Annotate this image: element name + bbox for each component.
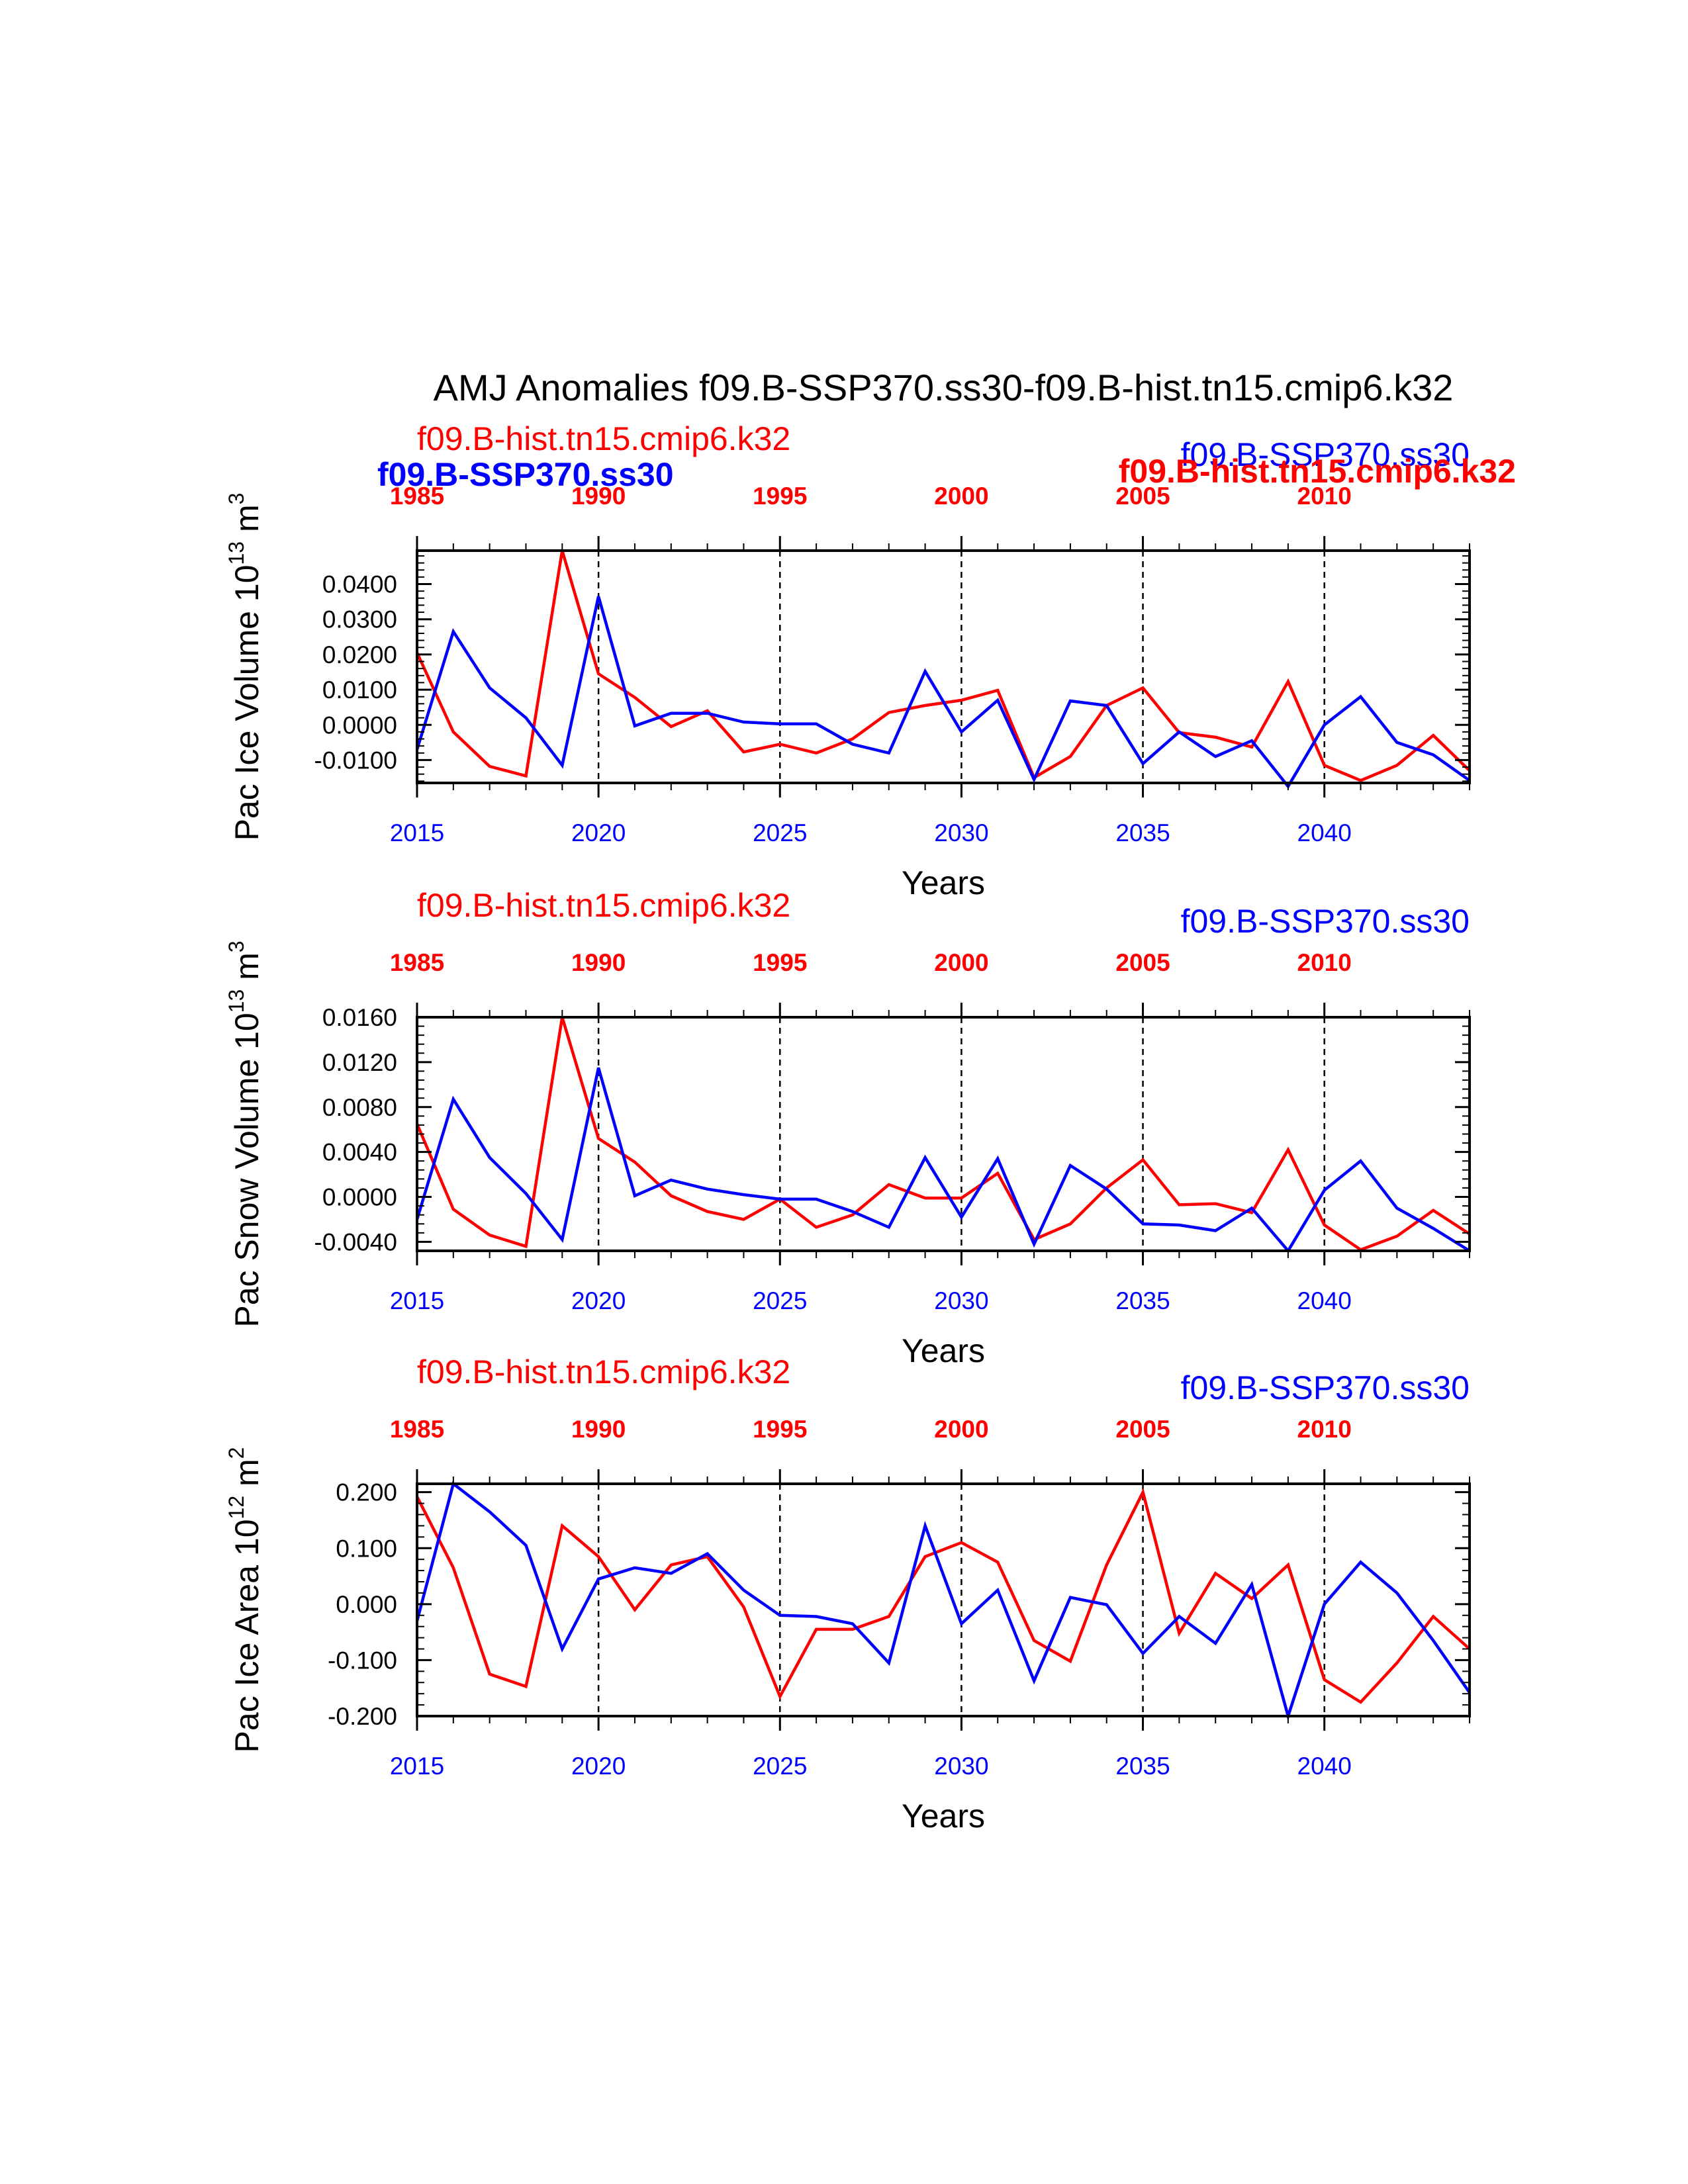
left-case-name: f09.B-hist.tn15.cmip6.k32	[417, 1353, 790, 1390]
top-x-tick-label: 2010	[1297, 949, 1352, 976]
series-line-ssp370	[415, 1481, 1471, 1721]
x-tick-label: 2030	[934, 819, 988, 846]
top-x-tick-label: 1990	[571, 482, 626, 510]
right-case-name: f09.B-SSP370.ss30	[1181, 903, 1470, 940]
y-axis-label-superscript: 12	[224, 1496, 248, 1520]
top-x-tick-label: 1985	[390, 1416, 444, 1443]
y-axis-label-part: Pac Ice Volume 10	[228, 565, 265, 841]
panel-1: -0.0100 0.0000 0.0100 0.0200 0.0300 0.0400 201…	[224, 420, 1516, 901]
series-line-hist	[415, 1017, 1471, 1251]
x-axis-label: Years	[902, 864, 985, 901]
y-tick-label: 0.0000	[322, 711, 397, 739]
top-x-tick-label: 2000	[934, 1416, 988, 1443]
y-tick-label: 0.0000	[322, 1184, 397, 1211]
y-axis-label-superscript: 2	[224, 1447, 248, 1459]
series-line-ssp370	[415, 596, 1471, 790]
top-x-tick-label: 1985	[390, 949, 444, 976]
y-axis-label-part: m	[228, 1459, 265, 1496]
x-tick-label: 2020	[571, 1287, 626, 1314]
y-axis-label-superscript: 3	[224, 493, 248, 505]
x-tick-label: 2020	[571, 1752, 626, 1780]
y-tick-label: 0.0200	[322, 641, 397, 668]
y-tick-label: 0.0300	[322, 606, 397, 633]
y-tick-label: 0.200	[336, 1479, 397, 1506]
x-tick-label: 2035	[1115, 819, 1170, 846]
y-axis-label-part: m	[228, 952, 265, 989]
overlapped-left-case-name: f09.B-SSP370.ss30	[377, 456, 674, 493]
plot-frame	[416, 549, 1471, 784]
x-tick-label: 2015	[390, 1287, 444, 1314]
y-tick-label: 0.000	[336, 1591, 397, 1618]
y-tick-label: -0.200	[328, 1703, 397, 1730]
panel-3: -0.200 -0.100 0.000 0.100 0.200 2015 2020 2025 2…	[224, 1353, 1471, 1835]
y-tick-label: 0.0100	[322, 676, 397, 704]
y-axis-label: Pac Ice Area 1012 m2	[224, 1447, 265, 1753]
x-tick-label: 2015	[390, 1752, 444, 1780]
x-tick-label: 2035	[1115, 1287, 1170, 1314]
y-axis-label-superscript: 13	[224, 989, 248, 1013]
y-tick-label: 0.0040	[322, 1139, 397, 1166]
x-tick-label: 2030	[934, 1752, 988, 1780]
y-axis-label-part: Pac Ice Area 10	[228, 1519, 265, 1752]
x-tick-label: 2015	[390, 819, 444, 846]
top-x-tick-label: 2010	[1297, 1416, 1352, 1443]
y-tick-label: 0.0160	[322, 1004, 397, 1031]
top-x-tick-label: 2005	[1115, 482, 1170, 510]
x-tick-label: 2030	[934, 1287, 988, 1314]
series-line-hist	[415, 1488, 1471, 1704]
figure-title: AMJ Anomalies f09.B-SSP370.ss30-f09.B-hi…	[434, 367, 1454, 408]
top-x-tick-label: 2000	[934, 482, 988, 510]
top-x-tick-label: 1990	[571, 1416, 626, 1443]
y-axis-label-superscript: 3	[224, 940, 248, 952]
y-tick-label: 0.0080	[322, 1094, 397, 1121]
y-axis-label-superscript: 13	[224, 541, 248, 565]
y-axis-label: Pac Ice Volume 1013 m3	[224, 493, 265, 841]
x-tick-label: 2025	[753, 1287, 807, 1314]
y-tick-label: 0.100	[336, 1535, 397, 1562]
top-x-tick-label: 1995	[753, 1416, 807, 1443]
y-axis-label: Pac Snow Volume 1013 m3	[224, 940, 265, 1327]
y-tick-label: -0.0040	[314, 1228, 398, 1255]
series-line-ssp370	[415, 1067, 1471, 1253]
left-case-name: f09.B-hist.tn15.cmip6.k32	[417, 420, 790, 457]
x-axis-label: Years	[902, 1797, 985, 1835]
y-tick-label: -0.0100	[314, 747, 398, 774]
x-tick-label: 2020	[571, 819, 626, 846]
x-tick-label: 2040	[1297, 819, 1352, 846]
x-tick-label: 2040	[1297, 1287, 1352, 1314]
right-case-name: f09.B-SSP370.ss30	[1181, 436, 1470, 473]
top-x-tick-label: 2010	[1297, 482, 1352, 510]
x-axis-label: Years	[902, 1332, 985, 1369]
panel-2: -0.0040 0.0000 0.0040 0.0080 0.0120 0.0160 201…	[224, 887, 1471, 1369]
plot-frame	[416, 1482, 1471, 1717]
top-x-tick-label: 2005	[1115, 1416, 1170, 1443]
y-axis-label-part: m	[228, 504, 265, 541]
top-x-tick-label: 1985	[390, 482, 444, 510]
x-tick-label: 2035	[1115, 1752, 1170, 1780]
left-case-name: f09.B-hist.tn15.cmip6.k32	[417, 887, 790, 924]
x-tick-label: 2040	[1297, 1752, 1352, 1780]
y-tick-label: -0.100	[328, 1647, 397, 1674]
x-tick-label: 2025	[753, 1752, 807, 1780]
panels: -0.0100 0.0000 0.0100 0.0200 0.0300 0.0400 201…	[224, 420, 1516, 1835]
top-x-tick-label: 2005	[1115, 949, 1170, 976]
y-axis-label-part: Pac Snow Volume 10	[228, 1013, 265, 1327]
top-x-tick-label: 2000	[934, 949, 988, 976]
top-x-tick-label: 1990	[571, 949, 626, 976]
overlapped-right-case-name: f09.B-hist.tn15.cmip6.k32	[1119, 453, 1516, 490]
y-tick-label: 0.0120	[322, 1049, 397, 1076]
plot-frame	[416, 1016, 1471, 1252]
top-x-tick-label: 1995	[753, 949, 807, 976]
right-case-name: f09.B-SSP370.ss30	[1181, 1369, 1470, 1406]
top-x-tick-label: 1995	[753, 482, 807, 510]
y-tick-label: 0.0400	[322, 571, 397, 598]
x-tick-label: 2025	[753, 819, 807, 846]
